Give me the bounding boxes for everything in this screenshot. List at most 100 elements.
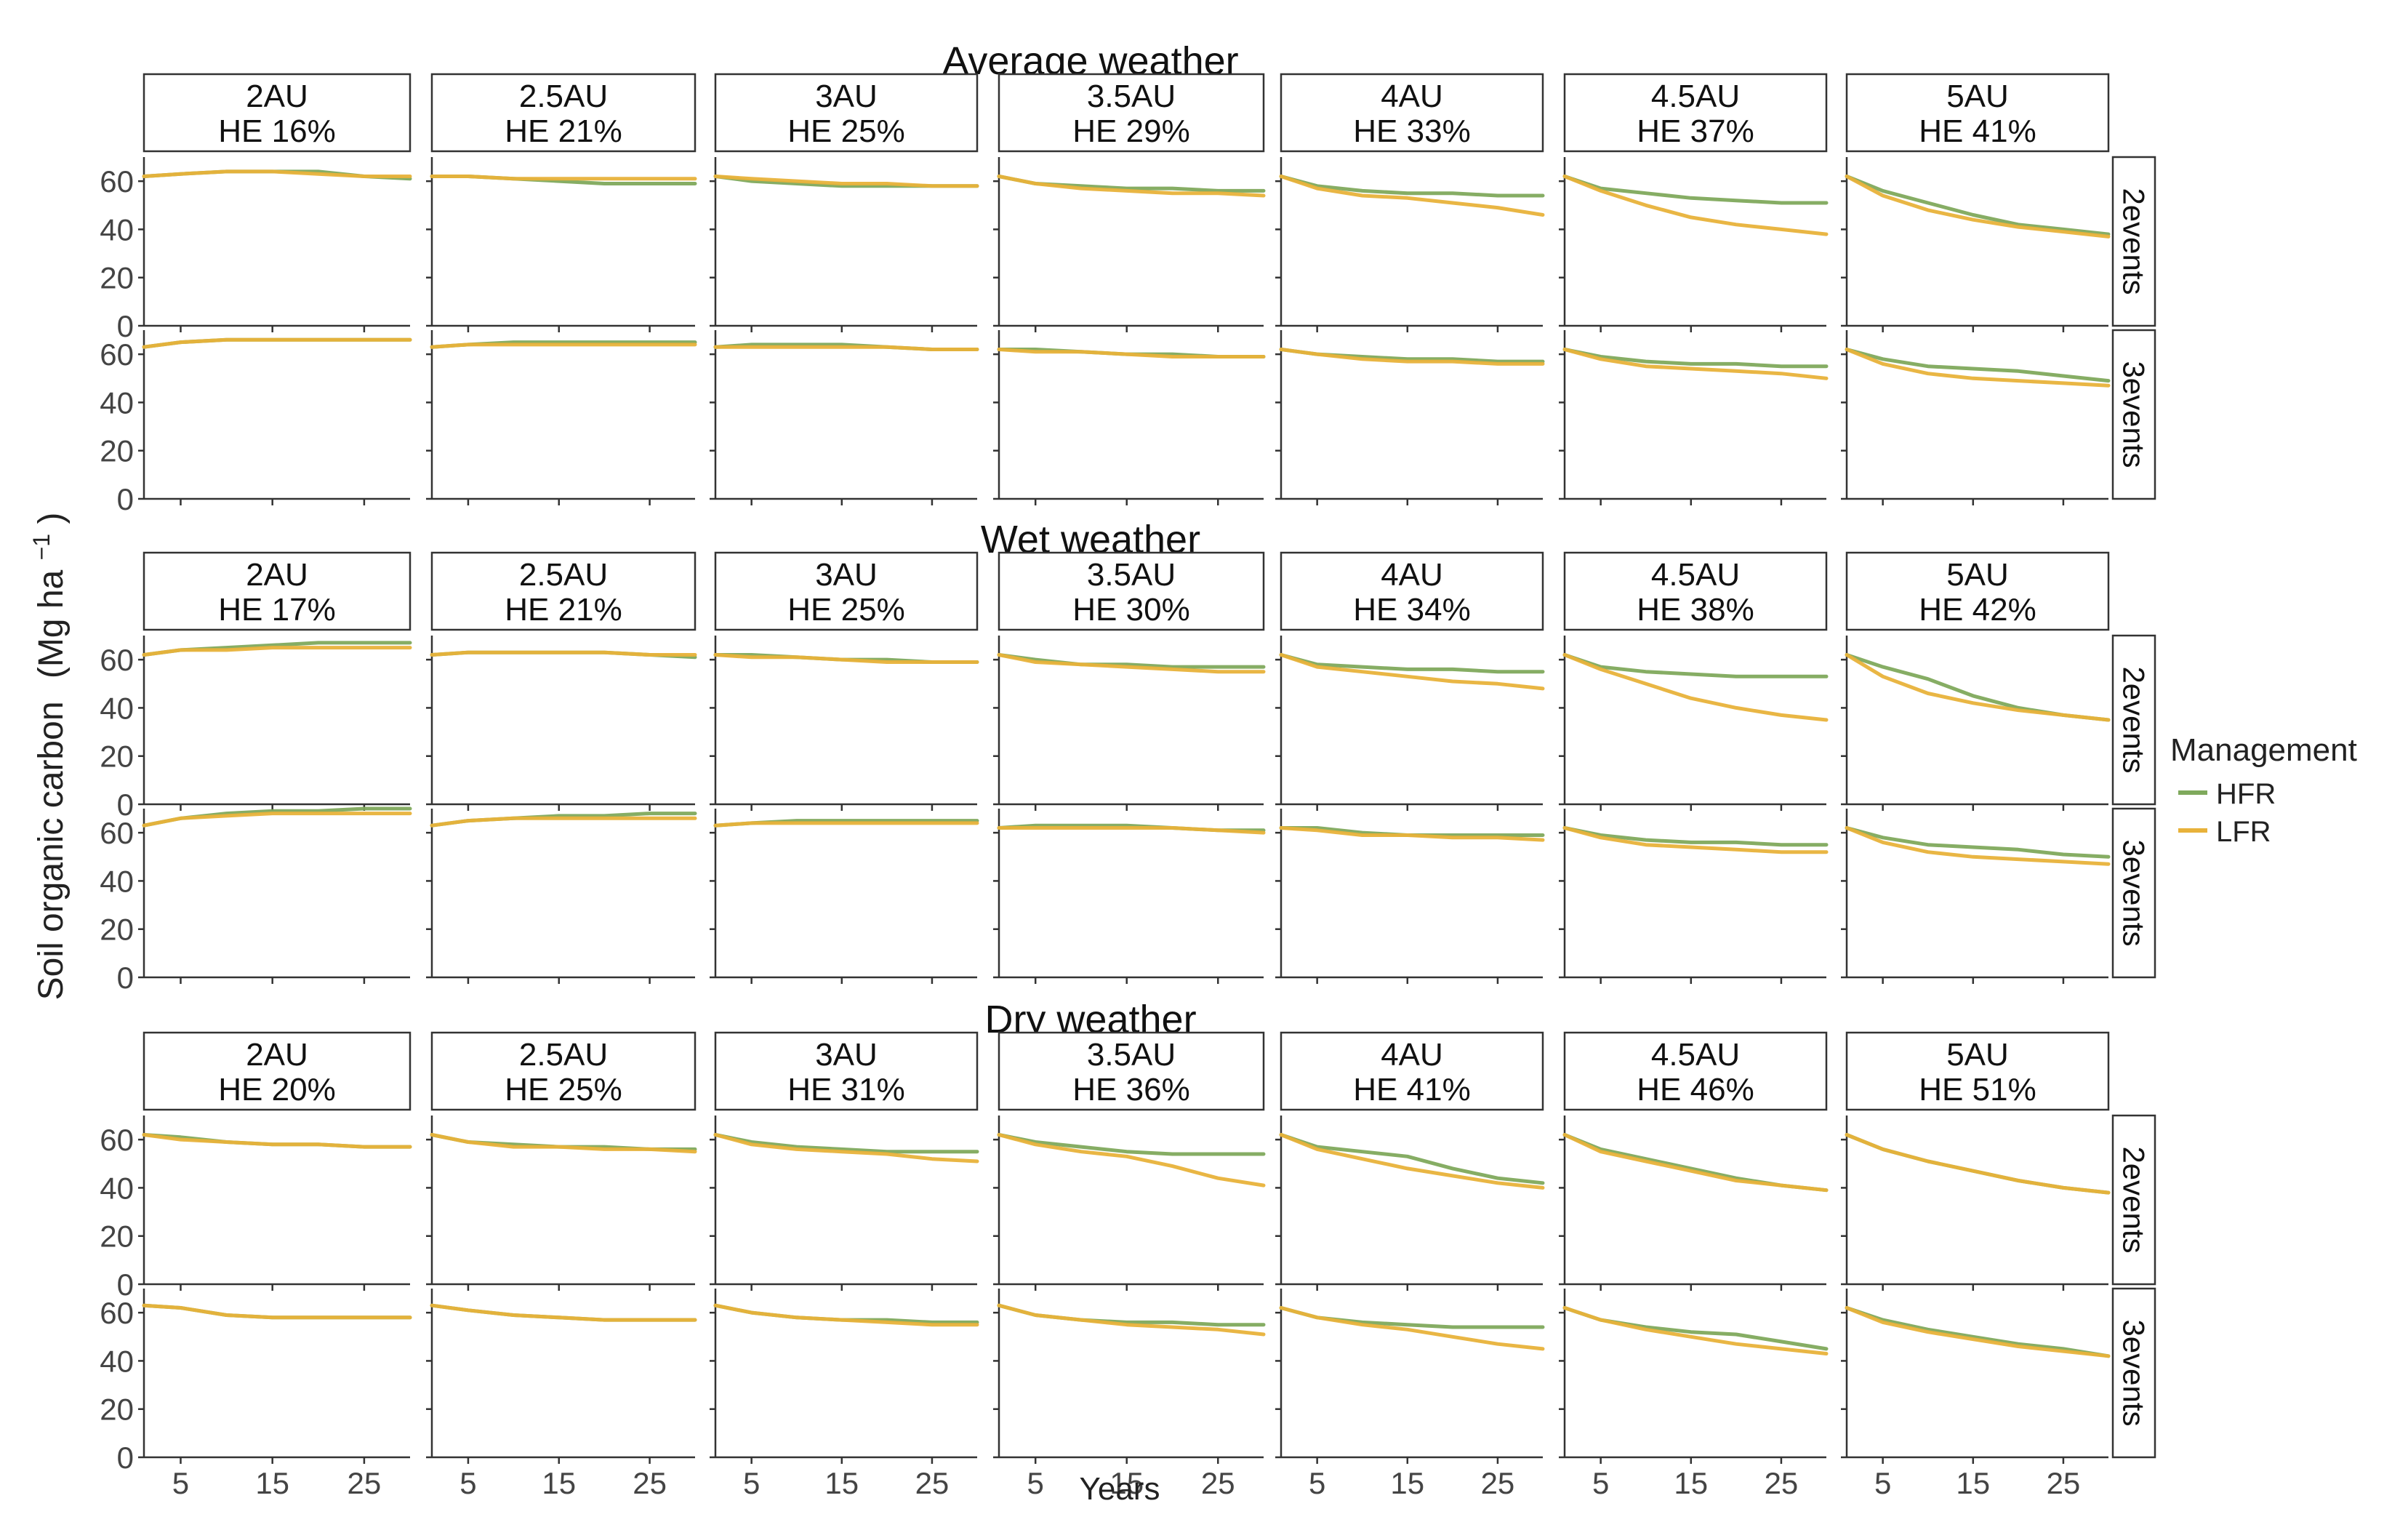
y-tick-label: 40: [100, 212, 134, 247]
panel-5au-3events: 5 15 25 3events: [1841, 1287, 2156, 1500]
series-line-lfr: [142, 1303, 412, 1320]
x-tick-label: 15: [1109, 1466, 1144, 1500]
y-tick-label: 0: [117, 788, 134, 822]
series-line-lfr: [142, 1133, 412, 1149]
series-line-hfr: [1845, 348, 2111, 383]
column-label: 2AU: [246, 557, 308, 593]
panel-4-5au-2events: [1559, 636, 1829, 811]
he-label: HE 41%: [1919, 113, 2036, 149]
he-label: HE 25%: [505, 1072, 622, 1108]
y-tick-label: 40: [100, 864, 134, 898]
series-line-lfr: [142, 169, 412, 178]
he-label: HE 21%: [505, 113, 622, 149]
panel-3au-2events: [710, 1116, 979, 1291]
column-strip: [1280, 73, 1544, 153]
he-label: HE 20%: [218, 1072, 335, 1108]
panel-2-5au-3events: [426, 809, 697, 984]
series-line-hfr: [1845, 1133, 2111, 1195]
column-strip: [1845, 551, 2110, 631]
legend: Management HFR LFR: [2170, 732, 2357, 848]
series-line-lfr: [997, 1133, 1266, 1187]
series-line-lfr: [997, 826, 1266, 835]
panel-4au-3events: 5 15 25: [1275, 1289, 1545, 1500]
panel-4au-2events: [1275, 1116, 1545, 1291]
x-tick-label: 5: [1874, 1466, 1891, 1500]
panel-2-5au-3events: 5 15 25: [426, 1289, 697, 1500]
x-tick-label: 15: [824, 1466, 859, 1500]
panel-4au-3events: [1275, 330, 1545, 505]
series-line-lfr: [1562, 653, 1829, 722]
y-tick-label: 0: [117, 482, 134, 516]
x-tick-label: 5: [1592, 1466, 1609, 1500]
panel-4au-2events: [1275, 157, 1545, 332]
column-strip: [430, 1031, 697, 1111]
panel-2-5au-2events: [426, 157, 697, 332]
row-strip: [2111, 1287, 2156, 1459]
series-line-hfr: [1562, 826, 1829, 847]
y-tick-label: 20: [100, 740, 134, 774]
x-tick-label: 5: [172, 1466, 189, 1500]
series-line-hfr: [1562, 653, 1829, 678]
he-label: HE 42%: [1919, 592, 2036, 628]
series-line-lfr: [1279, 653, 1545, 691]
series-line-lfr: [1279, 1306, 1545, 1351]
series-line-lfr: [997, 1303, 1266, 1337]
series-line-lfr: [1845, 348, 2111, 388]
y-tick-label: 0: [117, 309, 134, 343]
he-label: HE 34%: [1353, 592, 1470, 628]
series-line-lfr: [430, 343, 697, 349]
panel-2au-2events: 0 20 40 60: [100, 636, 412, 822]
he-label: HE 37%: [1637, 113, 1754, 149]
column-label: 5AU: [1946, 79, 2009, 114]
series-line-lfr: [713, 345, 979, 351]
row-strip: [2111, 1114, 2156, 1286]
series-line-lfr: [1845, 653, 2111, 722]
series-line-lfr: [713, 1303, 979, 1327]
x-tick-label: 25: [348, 1466, 382, 1500]
series-line-hfr: [1845, 1306, 2111, 1358]
series-line-lfr: [1562, 1306, 1829, 1355]
panel-2-5au-2events: [426, 636, 697, 811]
y-tick-label: 60: [100, 1123, 134, 1157]
series-line-lfr: [430, 175, 697, 181]
series-line-lfr: [997, 348, 1266, 359]
column-strip: [1845, 1031, 2110, 1111]
x-tick-label: 5: [743, 1466, 760, 1500]
column-strip: [998, 551, 1265, 631]
series-line-hfr: [713, 1133, 979, 1154]
column-strip: [998, 73, 1265, 153]
x-tick-label: 15: [1674, 1466, 1708, 1500]
column-strip: [1563, 551, 1828, 631]
series-line-hfr: [1562, 348, 1829, 369]
panel-3au-3events: [710, 809, 979, 984]
column-label: 3.5AU: [1087, 79, 1176, 114]
panel-2au-2events: 0 20 40 60: [100, 1116, 412, 1302]
x-axis-title: Years: [1080, 1471, 1160, 1507]
row-strip: [2111, 807, 2156, 979]
he-label: HE 21%: [505, 592, 622, 628]
column-label: 4AU: [1381, 1037, 1443, 1073]
y-tick-label: 60: [100, 1296, 134, 1330]
he-label: HE 17%: [218, 592, 335, 628]
x-tick-label: 5: [459, 1466, 476, 1500]
series-line-lfr: [430, 1133, 697, 1154]
series-line-lfr: [1279, 826, 1545, 842]
y-tick-label: 40: [100, 691, 134, 725]
x-tick-label: 15: [542, 1466, 576, 1500]
panel-5au-2events: 2events: [1841, 156, 2156, 332]
series-line-lfr: [1562, 1133, 1829, 1193]
series-line-hfr: [1279, 175, 1545, 198]
column-strip: [1563, 1031, 1828, 1111]
column-label: 4AU: [1381, 79, 1443, 114]
series-line-lfr: [713, 175, 979, 188]
column-strip: [714, 73, 979, 153]
panel-4au-2events: [1275, 636, 1545, 811]
he-label: HE 31%: [787, 1072, 904, 1108]
y-tick-label: 60: [100, 164, 134, 199]
column-label: 5AU: [1946, 1037, 2009, 1073]
x-tick-label: 15: [1956, 1466, 1990, 1500]
panel-4au-3events: [1275, 809, 1545, 984]
he-label: HE 38%: [1637, 592, 1754, 628]
series-line-lfr: [1845, 175, 2111, 239]
